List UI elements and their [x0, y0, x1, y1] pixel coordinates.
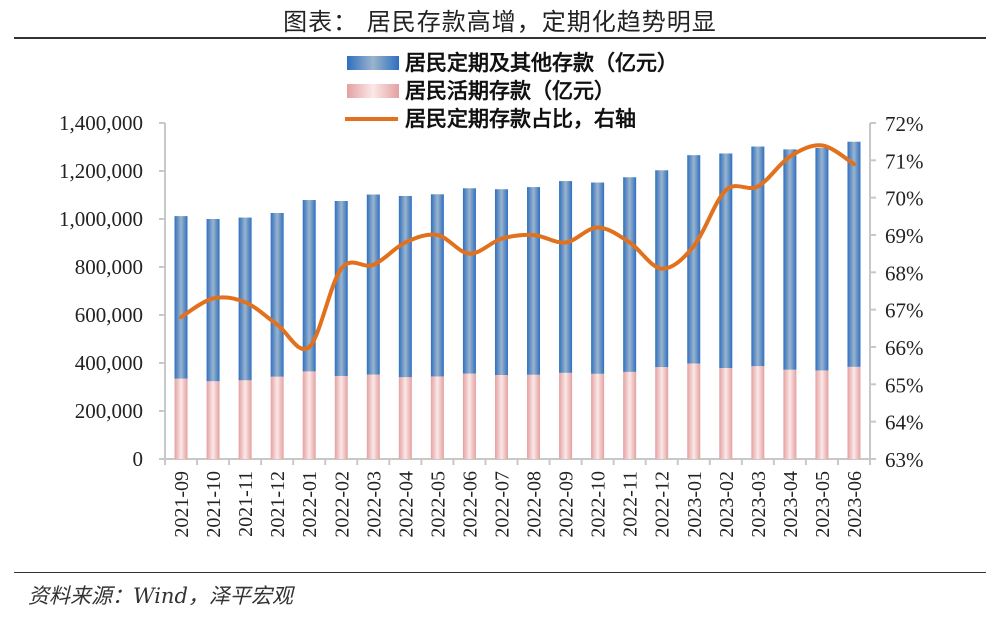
left-tick-label: 200,000 [75, 399, 143, 423]
x-tick-label: 2021-12 [267, 471, 289, 538]
bar-demand-deposit [206, 381, 220, 459]
x-tick-label: 2021-11 [235, 471, 257, 537]
ratio-line [179, 143, 856, 352]
x-tick-label: 2022-02 [331, 471, 353, 538]
bar-demand-deposit [174, 378, 188, 459]
right-tick-label: 66% [885, 336, 924, 360]
bar-demand-deposit [623, 371, 637, 459]
bar-demand-deposit [494, 375, 508, 459]
left-tick-label: 0 [133, 447, 144, 471]
title-divider [14, 37, 986, 39]
bar-demand-deposit [751, 366, 765, 459]
x-tick-label: 2022-07 [491, 471, 513, 538]
right-tick-label: 67% [885, 299, 924, 323]
bar-time-deposit [815, 147, 829, 371]
x-tick-label: 2022-08 [524, 471, 546, 538]
left-tick-label: 800,000 [75, 255, 143, 279]
x-tick-label: 2022-01 [299, 471, 321, 538]
x-tick-label: 2022-06 [459, 471, 481, 538]
x-tick-label: 2023-06 [844, 471, 866, 538]
x-tick-label: 2022-05 [427, 471, 449, 538]
bar-demand-deposit [655, 367, 669, 459]
right-tick-label: 63% [885, 448, 924, 472]
legend-swatch-demand-deposit [347, 84, 399, 98]
bar-time-deposit [174, 216, 188, 379]
bar-time-deposit [719, 153, 733, 369]
right-tick-label: 64% [885, 411, 924, 435]
x-tick-label: 2022-03 [363, 471, 385, 538]
right-tick-label: 72% [885, 112, 924, 136]
x-tick-label: 2022-11 [620, 471, 642, 537]
x-tick-label: 2022-04 [395, 471, 417, 538]
bar-demand-deposit [783, 369, 797, 459]
bar-time-deposit [527, 187, 541, 375]
bar-demand-deposit [815, 370, 829, 459]
bar-time-deposit [847, 141, 861, 367]
x-tick-label: 2022-12 [652, 471, 674, 538]
x-tick-label: 2021-10 [203, 471, 225, 538]
left-tick-label: 600,000 [75, 303, 143, 327]
right-tick-label: 65% [885, 373, 924, 397]
x-tick-label: 2023-04 [780, 471, 802, 538]
bar-demand-deposit [398, 377, 412, 459]
right-tick-label: 68% [885, 261, 924, 285]
legend-label-ratio: 居民定期存款占比，右轴 [405, 106, 636, 131]
bar-demand-deposit [847, 366, 861, 459]
bar-time-deposit [751, 146, 765, 367]
bar-demand-deposit [527, 374, 541, 459]
bar-time-deposit [334, 201, 348, 376]
source-divider [14, 572, 986, 573]
legend-label-demand-deposit: 居民活期存款（亿元） [405, 78, 615, 103]
bar-time-deposit [623, 177, 637, 372]
bar-demand-deposit [591, 373, 605, 459]
bar-demand-deposit [302, 371, 316, 459]
bar-time-deposit [462, 188, 476, 374]
bar-demand-deposit [430, 376, 444, 459]
bar-time-deposit [783, 149, 797, 370]
bar-time-deposit [238, 217, 252, 381]
source-note: 资料来源：Wind，泽平宏观 [28, 584, 293, 608]
right-tick-label: 71% [885, 149, 924, 173]
x-tick-label: 2023-03 [748, 471, 770, 538]
bar-time-deposit [559, 181, 573, 373]
bar-time-deposit [687, 155, 701, 364]
x-tick-label: 2023-02 [716, 471, 738, 538]
bar-time-deposit [591, 182, 605, 374]
bar-demand-deposit [559, 372, 573, 459]
bar-demand-deposit [462, 373, 476, 459]
bar-time-deposit [302, 200, 316, 372]
legend: 居民定期及其他存款（亿元） 居民活期存款（亿元） 居民定期存款占比，右轴 [345, 50, 678, 131]
legend-label-time-deposit: 居民定期及其他存款（亿元） [405, 50, 678, 75]
bar-demand-deposit [238, 380, 252, 459]
legend-swatch-time-deposit [347, 56, 399, 70]
figure-title: 图表： 居民存款高增，定期化趋势明显 [283, 8, 717, 36]
x-tick-label: 2022-09 [556, 471, 578, 538]
bar-demand-deposit [270, 376, 284, 459]
right-tick-label: 70% [885, 187, 924, 211]
left-tick-label: 1,200,000 [59, 159, 143, 183]
bar-time-deposit [270, 213, 284, 377]
bar-demand-deposit [366, 374, 380, 459]
left-tick-label: 400,000 [75, 351, 143, 375]
x-tick-label: 2023-05 [812, 471, 834, 538]
bar-time-deposit [494, 189, 508, 375]
bar-demand-deposit [687, 363, 701, 459]
bar-time-deposit [430, 194, 444, 377]
right-tick-label: 69% [885, 224, 924, 248]
bar-time-deposit [398, 195, 412, 378]
bar-time-deposit [366, 194, 380, 375]
bar-demand-deposit [719, 368, 733, 459]
left-tick-label: 1,000,000 [59, 207, 143, 231]
left-tick-label: 1,400,000 [59, 111, 143, 135]
bar-demand-deposit [334, 375, 348, 459]
x-tick-label: 2023-01 [684, 471, 706, 538]
x-tick-label: 2021-09 [171, 471, 193, 538]
x-tick-label: 2022-10 [588, 471, 610, 538]
